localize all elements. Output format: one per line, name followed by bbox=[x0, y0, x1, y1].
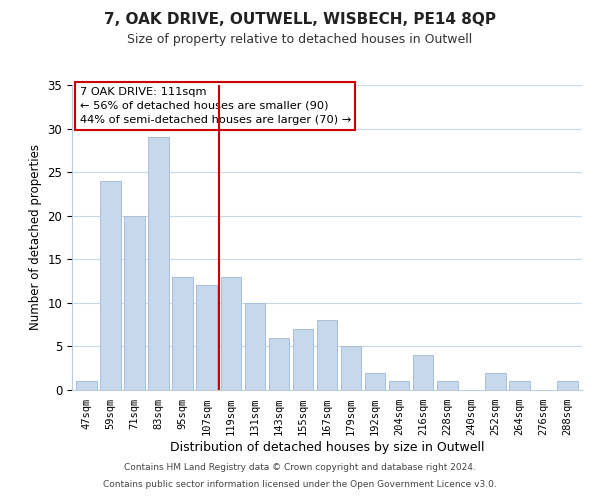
Bar bbox=[148, 138, 169, 390]
Bar bbox=[365, 372, 385, 390]
Text: 7, OAK DRIVE, OUTWELL, WISBECH, PE14 8QP: 7, OAK DRIVE, OUTWELL, WISBECH, PE14 8QP bbox=[104, 12, 496, 28]
Bar bbox=[389, 382, 409, 390]
Bar bbox=[437, 382, 458, 390]
Bar bbox=[341, 346, 361, 390]
Text: Contains public sector information licensed under the Open Government Licence v3: Contains public sector information licen… bbox=[103, 480, 497, 489]
Bar bbox=[245, 303, 265, 390]
Bar bbox=[293, 329, 313, 390]
Bar bbox=[124, 216, 145, 390]
Text: 7 OAK DRIVE: 111sqm
← 56% of detached houses are smaller (90)
44% of semi-detach: 7 OAK DRIVE: 111sqm ← 56% of detached ho… bbox=[80, 86, 351, 126]
Text: Contains HM Land Registry data © Crown copyright and database right 2024.: Contains HM Land Registry data © Crown c… bbox=[124, 464, 476, 472]
Bar bbox=[413, 355, 433, 390]
Bar bbox=[76, 382, 97, 390]
Bar bbox=[269, 338, 289, 390]
Bar bbox=[557, 382, 578, 390]
Bar bbox=[317, 320, 337, 390]
Text: Size of property relative to detached houses in Outwell: Size of property relative to detached ho… bbox=[127, 32, 473, 46]
Bar bbox=[196, 286, 217, 390]
Bar bbox=[221, 276, 241, 390]
Bar bbox=[485, 372, 506, 390]
Bar bbox=[509, 382, 530, 390]
Y-axis label: Number of detached properties: Number of detached properties bbox=[29, 144, 42, 330]
Bar bbox=[172, 276, 193, 390]
X-axis label: Distribution of detached houses by size in Outwell: Distribution of detached houses by size … bbox=[170, 440, 484, 454]
Bar bbox=[100, 181, 121, 390]
